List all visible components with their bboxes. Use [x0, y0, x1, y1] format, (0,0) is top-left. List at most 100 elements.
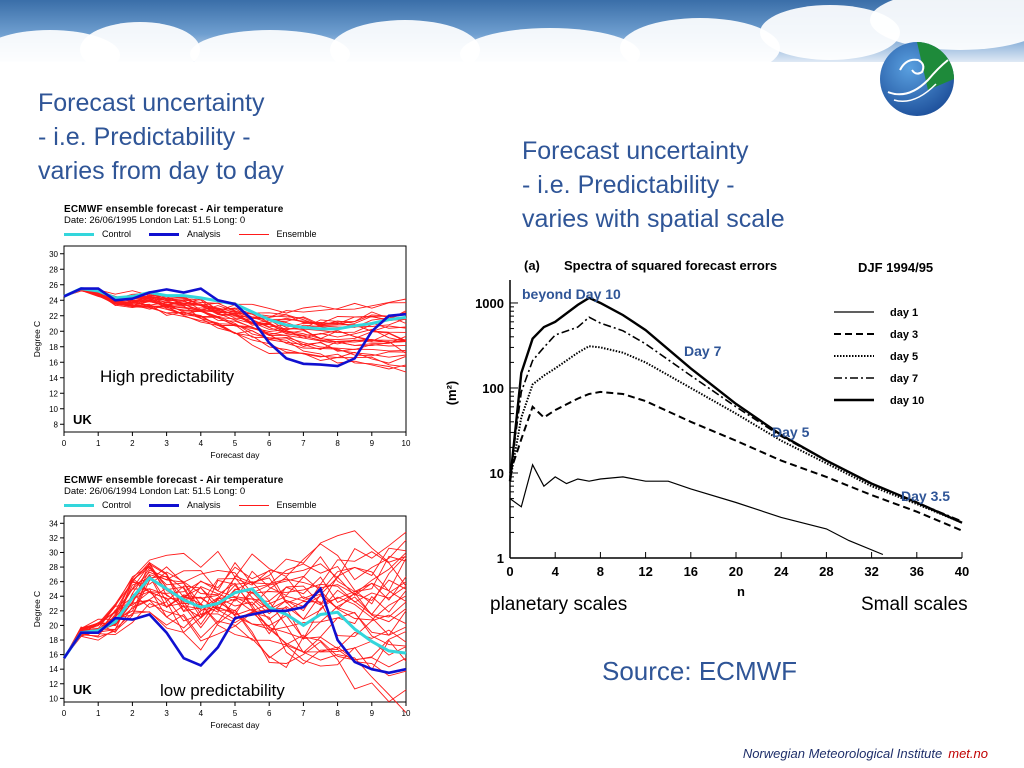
y-tick-label: 20 — [49, 621, 58, 630]
y-axis-label: Degree C — [32, 321, 42, 357]
legend-label: day 3 — [890, 329, 918, 341]
ensemble-member-line — [63, 288, 407, 354]
x-axis-label: Forecast day — [210, 720, 260, 730]
control-line — [62, 576, 407, 660]
spectra-title: Spectra of squared forecast errors — [564, 258, 777, 273]
x-tick-label: 8 — [335, 439, 340, 448]
x-tick-label: 36 — [910, 564, 924, 579]
x-tick-label: 0 — [62, 709, 67, 718]
low-predictability-label: low predictability — [160, 681, 285, 700]
y-tick-label: 10 — [49, 405, 58, 414]
y-tick-label: 1 — [497, 551, 504, 566]
ensemble-member-line — [63, 289, 407, 325]
y-tick-label: 22 — [49, 607, 58, 616]
plot-frame — [63, 245, 407, 433]
day-3-5-label: Day 3.5 — [901, 488, 951, 504]
small-scales-label: Small scales — [861, 594, 968, 615]
legend-label: day 7 — [890, 373, 918, 385]
x-tick-label: 1 — [96, 439, 101, 448]
uk-label: UK — [73, 412, 92, 427]
x-tick-label: 3 — [164, 709, 169, 718]
legend-analysis-label: Analysis — [187, 500, 221, 510]
y-tick-label: 14 — [49, 374, 58, 383]
analysis-line — [63, 287, 407, 368]
season-label: DJF 1994/95 — [858, 260, 933, 275]
y-axis-label: (m²) — [444, 381, 459, 406]
legend-ensemble-label: Ensemble — [276, 229, 317, 239]
y-tick-label: 28 — [49, 563, 58, 572]
y-tick-label: 10 — [490, 466, 504, 481]
x-tick-label: 2 — [130, 709, 135, 718]
x-tick-label: 3 — [164, 439, 169, 448]
y-tick-label: 24 — [49, 296, 58, 305]
legend-control: Control — [64, 229, 131, 239]
x-tick-label: 5 — [233, 439, 238, 448]
x-axis-label: n — [737, 584, 745, 598]
legend-ensemble: Ensemble — [238, 229, 317, 239]
planetary-scales-label: planetary scales — [490, 594, 628, 615]
left-title-line-3: varies from day to day — [38, 157, 284, 185]
x-tick-label: 9 — [370, 709, 375, 718]
chart1-title: ECMWF ensemble forecast - Air temperatur… — [64, 204, 284, 215]
y-tick-label: 24 — [49, 592, 58, 601]
beyond-day-10-label: beyond Day 10 — [522, 286, 621, 302]
ensemble-member-line — [63, 557, 407, 659]
x-tick-label: 9 — [370, 439, 375, 448]
y-tick-label: 28 — [49, 265, 58, 274]
x-tick-label: 24 — [774, 564, 789, 579]
series-day-3-line — [509, 390, 963, 532]
x-tick-label: 6 — [267, 709, 272, 718]
series-day-1-line — [509, 463, 884, 556]
ensemble-member-line — [63, 602, 407, 659]
x-tick-label: 40 — [955, 564, 969, 579]
x-tick-label: 32 — [864, 564, 878, 579]
analysis-line — [62, 586, 407, 675]
legend-ensemble-label: Ensemble — [276, 500, 317, 510]
right-title-line-2: - i.e. Predictability - — [522, 171, 735, 199]
uk-label: UK — [73, 682, 92, 697]
y-tick-label: 8 — [54, 420, 59, 429]
chart1-legend: Control Analysis Ensemble — [64, 229, 335, 239]
chart1-subtitle: Date: 26/06/1995 London Lat: 51.5 Long: … — [64, 215, 246, 226]
day-5-label: Day 5 — [772, 424, 810, 440]
chart2-title: ECMWF ensemble forecast - Air temperatur… — [64, 475, 284, 486]
y-tick-label: 18 — [49, 636, 58, 645]
legend-label: day 1 — [890, 307, 918, 319]
left-title: Forecast uncertainty - i.e. Predictabili… — [38, 86, 284, 188]
legend-control-label: Control — [102, 229, 132, 239]
y-tick-label: 34 — [49, 519, 58, 528]
legend-control-label: Control — [102, 500, 132, 510]
spectra-plot: (a) Spectra of squared forecast errors DJF… — [444, 258, 969, 598]
legend-ensemble: Ensemble — [238, 500, 317, 510]
ensemble-member-line — [63, 539, 407, 659]
legend-label: day 10 — [890, 395, 924, 407]
legend-analysis-label: Analysis — [187, 229, 221, 239]
y-tick-label: 30 — [49, 548, 58, 557]
x-tick-label: 16 — [684, 564, 698, 579]
x-tick-label: 10 — [402, 709, 411, 718]
x-tick-label: 8 — [335, 709, 340, 718]
right-title-line-3: varies with spatial scale — [522, 205, 785, 233]
x-tick-label: 4 — [199, 709, 204, 718]
x-tick-label: 7 — [301, 709, 306, 718]
x-tick-label: 2 — [130, 439, 135, 448]
chart2-legend: Control Analysis Ensemble — [64, 500, 335, 510]
x-tick-label: 0 — [506, 564, 513, 579]
x-tick-label: 7 — [301, 439, 306, 448]
ensemble-member-line — [63, 530, 407, 659]
ensemble-member-line — [63, 563, 407, 659]
ensemble-member-line — [63, 596, 407, 659]
panel-label: (a) — [524, 258, 540, 273]
x-tick-label: 0 — [62, 439, 67, 448]
y-tick-label: 20 — [49, 327, 58, 336]
day-7-label: Day 7 — [684, 343, 722, 359]
y-tick-label: 18 — [49, 343, 58, 352]
y-tick-label: 26 — [49, 578, 58, 587]
y-tick-label: 1000 — [475, 296, 504, 311]
x-tick-label: 12 — [638, 564, 652, 579]
high-predictability-label: High predictability — [100, 367, 235, 386]
left-title-line-2: - i.e. Predictability - — [38, 123, 251, 151]
plot-frame — [63, 515, 407, 703]
chart1-header: ECMWF ensemble forecast - Air temperatur… — [64, 204, 284, 226]
footer-site: met.no — [948, 746, 988, 761]
